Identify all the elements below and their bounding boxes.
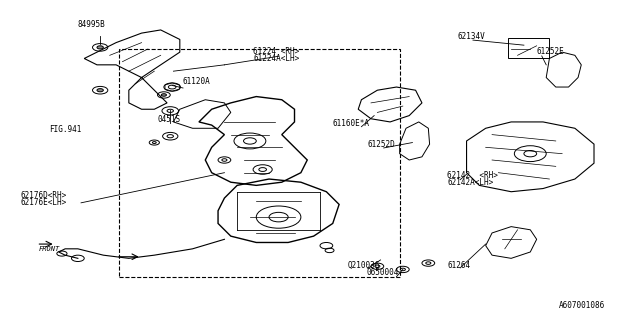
Text: Q210036: Q210036 (348, 261, 380, 270)
Text: 62176E<LH>: 62176E<LH> (20, 198, 67, 207)
Circle shape (97, 89, 103, 92)
Text: 61160E*A: 61160E*A (333, 119, 370, 128)
Text: 62176D<RH>: 62176D<RH> (20, 191, 67, 200)
Circle shape (161, 94, 166, 96)
Text: 61224A<LH>: 61224A<LH> (253, 54, 300, 63)
Text: 61252E: 61252E (537, 47, 564, 56)
Text: 62142A<LH>: 62142A<LH> (447, 178, 493, 187)
Text: 61224 <RH>: 61224 <RH> (253, 47, 300, 56)
Circle shape (97, 46, 103, 49)
Text: 62142  <RH>: 62142 <RH> (447, 172, 499, 180)
Text: 61264: 61264 (447, 261, 470, 270)
Text: 0650004: 0650004 (367, 268, 399, 277)
Text: 61252D: 61252D (368, 140, 396, 148)
Bar (119, 49, 399, 277)
Text: 61120A: 61120A (183, 77, 211, 86)
Bar (508, 38, 549, 59)
Text: A607001086: A607001086 (559, 301, 605, 310)
Text: 62134V: 62134V (457, 32, 484, 41)
Text: FIG.941: FIG.941 (49, 125, 81, 134)
Text: 84995B: 84995B (78, 20, 106, 29)
Text: 0451S: 0451S (157, 115, 180, 124)
Text: FRONT: FRONT (38, 246, 60, 252)
